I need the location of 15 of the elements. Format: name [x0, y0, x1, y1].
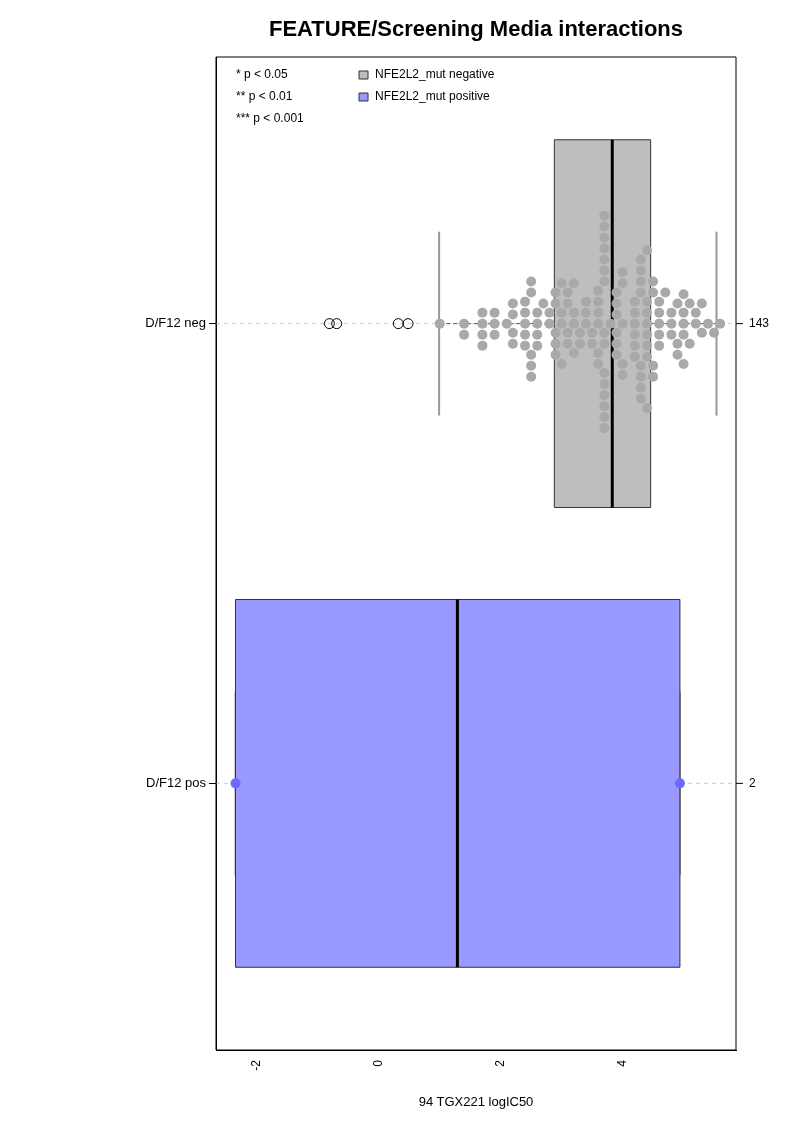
text: 143 [749, 315, 770, 330]
y-tick-label: D/F12 pos [146, 774, 207, 790]
y-tick-label: D/F12 neg [145, 315, 206, 331]
x-tick-label: 2 [493, 1059, 507, 1067]
annotation: *** p < 0.001 [236, 111, 305, 126]
x-axis-title: 94 TGX221 logIC50 [418, 1093, 534, 1109]
legend-label: NFE2L2_mut positive [375, 89, 491, 104]
chart-title: FEATURE/Screening Media interactions [268, 16, 684, 42]
x-tick-label: -2 [249, 1059, 264, 1071]
x-tick-label: 4 [614, 1059, 629, 1067]
legend-label: NFE2L2_mut negative [375, 67, 495, 82]
x-tick-label: 0 [371, 1059, 386, 1067]
text: 2 [749, 775, 756, 790]
annotation: * p < 0.05 [236, 67, 289, 82]
annotation: ** p < 0.01 [236, 89, 293, 104]
